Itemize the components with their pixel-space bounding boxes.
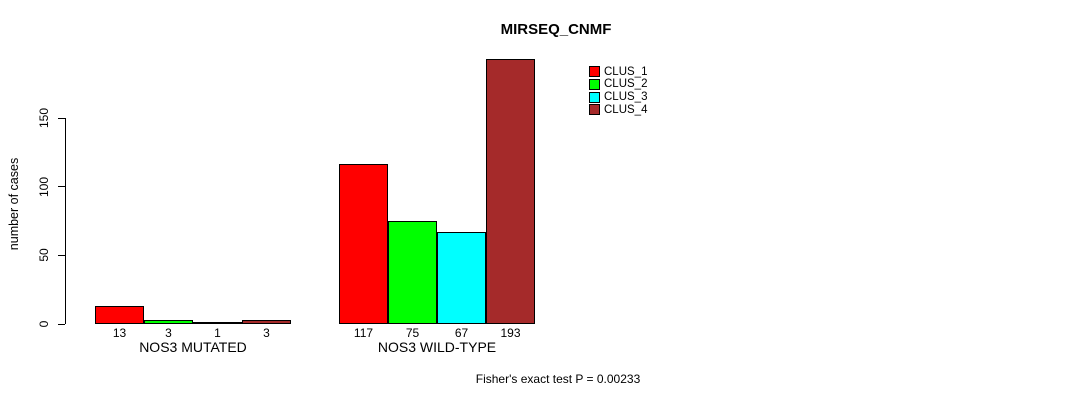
- bar-value-label: 13: [112, 326, 127, 340]
- legend-swatch: [589, 78, 600, 90]
- group-label: NOS3 MUTATED: [139, 339, 247, 355]
- legend-item: CLUS_2: [589, 78, 647, 90]
- annotation-text: Fisher's exact test P = 0.00233: [475, 372, 641, 386]
- y-axis-line: [65, 118, 66, 324]
- y-tick-label: 100: [37, 176, 51, 197]
- bar-value-label: 193: [500, 326, 521, 340]
- y-tick-label: 50: [37, 248, 51, 263]
- legend-item: CLUS_3: [589, 91, 647, 103]
- bar-clus_2-group2: [388, 221, 437, 324]
- bar-clus_4-group2: [486, 59, 535, 324]
- y-tick: [58, 186, 65, 188]
- bar-value-label: 67: [454, 326, 469, 340]
- y-tick: [58, 117, 65, 119]
- legend-swatch: [589, 66, 600, 77]
- legend-label: CLUS_1: [604, 65, 648, 78]
- legend-swatch: [589, 104, 600, 116]
- bar-value-label: 3: [165, 326, 172, 340]
- y-axis-label: number of cases: [7, 157, 21, 251]
- bar-value-label: 1: [214, 326, 221, 340]
- legend-item: CLUS_4: [589, 104, 647, 116]
- bar-value-label: 117: [353, 326, 374, 340]
- group-label: NOS3 WILD-TYPE: [377, 339, 497, 355]
- bar-clus_1-group2: [339, 163, 388, 324]
- bar-clus_3-group2: [437, 232, 486, 324]
- bar-clus_3-group1: [193, 322, 242, 325]
- y-tick: [58, 254, 65, 256]
- legend-label: CLUS_2: [604, 78, 648, 91]
- legend-swatch: [589, 91, 600, 103]
- legend-item: CLUS_1: [589, 66, 647, 78]
- y-tick-label: 0: [37, 320, 51, 328]
- bar-clus_1-group1: [95, 306, 144, 324]
- y-tick-label: 150: [37, 108, 51, 129]
- bar-value-label: 75: [405, 326, 420, 340]
- bar-clus_4-group1: [242, 319, 291, 324]
- y-tick: [58, 323, 65, 325]
- bar-value-label: 3: [263, 326, 270, 340]
- chart-title: MIRSEQ_CNMF: [500, 21, 612, 38]
- legend-label: CLUS_3: [604, 91, 648, 104]
- bar-clus_2-group1: [144, 319, 193, 324]
- legend-label: CLUS_4: [604, 103, 648, 116]
